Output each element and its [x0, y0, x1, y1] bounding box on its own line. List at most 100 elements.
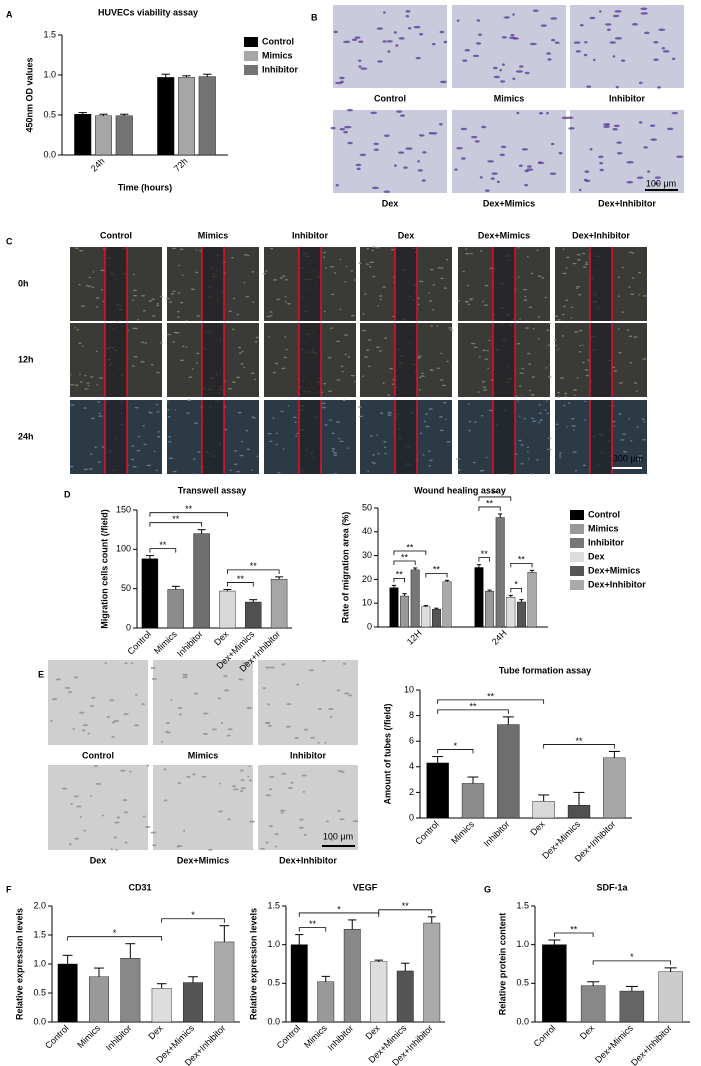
speck: [282, 448, 285, 450]
speck: [493, 66, 498, 70]
speck: [85, 284, 89, 287]
speck: [436, 367, 440, 369]
y-tick-label: 40: [362, 526, 372, 536]
significance-label: **: [309, 919, 317, 929]
speck: [238, 352, 242, 354]
speck: [372, 275, 376, 278]
error-bar: [413, 567, 418, 570]
speck: [445, 418, 447, 421]
significance-bracket: **: [227, 561, 280, 574]
error-bar: [538, 794, 550, 802]
speck: [235, 470, 241, 473]
speck: [333, 30, 338, 34]
speck: [234, 450, 238, 452]
error-bar: [529, 569, 535, 573]
speck: [562, 313, 565, 316]
speck: [629, 362, 633, 364]
speck: [563, 305, 566, 308]
speck: [226, 734, 231, 737]
speck: [584, 41, 588, 44]
speck: [621, 266, 624, 269]
speck: [454, 168, 458, 171]
speck: [391, 383, 395, 385]
speck: [358, 262, 362, 264]
speck: [439, 379, 444, 381]
speck: [415, 56, 421, 60]
significance-label: *: [337, 904, 341, 914]
image-label: Dex: [382, 198, 399, 208]
speck: [387, 50, 391, 53]
speck: [467, 303, 471, 306]
speck: [531, 376, 536, 378]
speck: [519, 65, 524, 68]
speck: [407, 27, 412, 30]
speck: [182, 676, 188, 679]
speck: [186, 412, 190, 414]
speck: [98, 415, 103, 417]
y-axis-label: Migration cells count (/field): [99, 509, 109, 629]
speck: [532, 327, 535, 330]
significance-bracket: **: [378, 901, 433, 914]
speck: [269, 775, 275, 778]
wound-gap: [201, 247, 225, 321]
wound-gap: [298, 400, 322, 474]
speck: [371, 186, 379, 190]
speck: [359, 415, 364, 418]
legend-swatch: [244, 37, 258, 47]
speck: [238, 678, 244, 681]
significance-bracket: **: [393, 570, 405, 583]
speck: [575, 285, 581, 288]
error-bar: [664, 967, 677, 972]
significance-label: **: [159, 540, 167, 550]
speck: [268, 825, 273, 828]
speck: [156, 302, 159, 305]
speck: [566, 116, 574, 119]
speck: [479, 250, 483, 252]
speck: [465, 252, 470, 255]
speck: [544, 296, 547, 299]
speck: [383, 190, 391, 193]
speck: [547, 58, 552, 61]
speck: [419, 280, 424, 283]
speck: [272, 417, 275, 419]
speck: [328, 390, 333, 393]
speck: [618, 351, 622, 354]
speck: [500, 145, 507, 149]
row-label: 12h: [18, 354, 34, 364]
speck: [358, 65, 362, 68]
legend-swatch: [570, 580, 584, 590]
speck: [537, 275, 542, 277]
speck: [568, 127, 575, 130]
y-tick-label: 0.5: [267, 978, 280, 988]
speck: [367, 365, 371, 367]
speck: [354, 36, 361, 39]
speck: [160, 740, 163, 743]
speck: [420, 372, 424, 375]
y-tick-label: 1.5: [33, 929, 46, 939]
speck: [202, 732, 209, 735]
speck: [370, 111, 377, 115]
speck: [366, 248, 370, 250]
speck: [101, 289, 104, 291]
speck: [528, 306, 533, 309]
speck: [418, 376, 422, 379]
significance-bracket: **: [478, 498, 501, 511]
bar: [141, 558, 159, 629]
speck: [605, 23, 612, 26]
speck: [185, 673, 188, 676]
speck: [336, 689, 341, 692]
significance-bracket: **: [553, 924, 594, 938]
significance-bracket: **: [149, 514, 202, 527]
speck: [123, 811, 129, 814]
speck: [181, 274, 184, 276]
x-tick-label: Inhibitor: [175, 629, 205, 659]
speck: [373, 142, 379, 146]
bracket: [425, 572, 448, 578]
speck: [232, 381, 236, 383]
significance-label: **: [570, 924, 578, 934]
speck: [582, 252, 586, 255]
speck: [376, 27, 384, 30]
speck: [131, 445, 135, 447]
wound-gap: [492, 400, 516, 474]
significance-label: **: [402, 901, 410, 911]
